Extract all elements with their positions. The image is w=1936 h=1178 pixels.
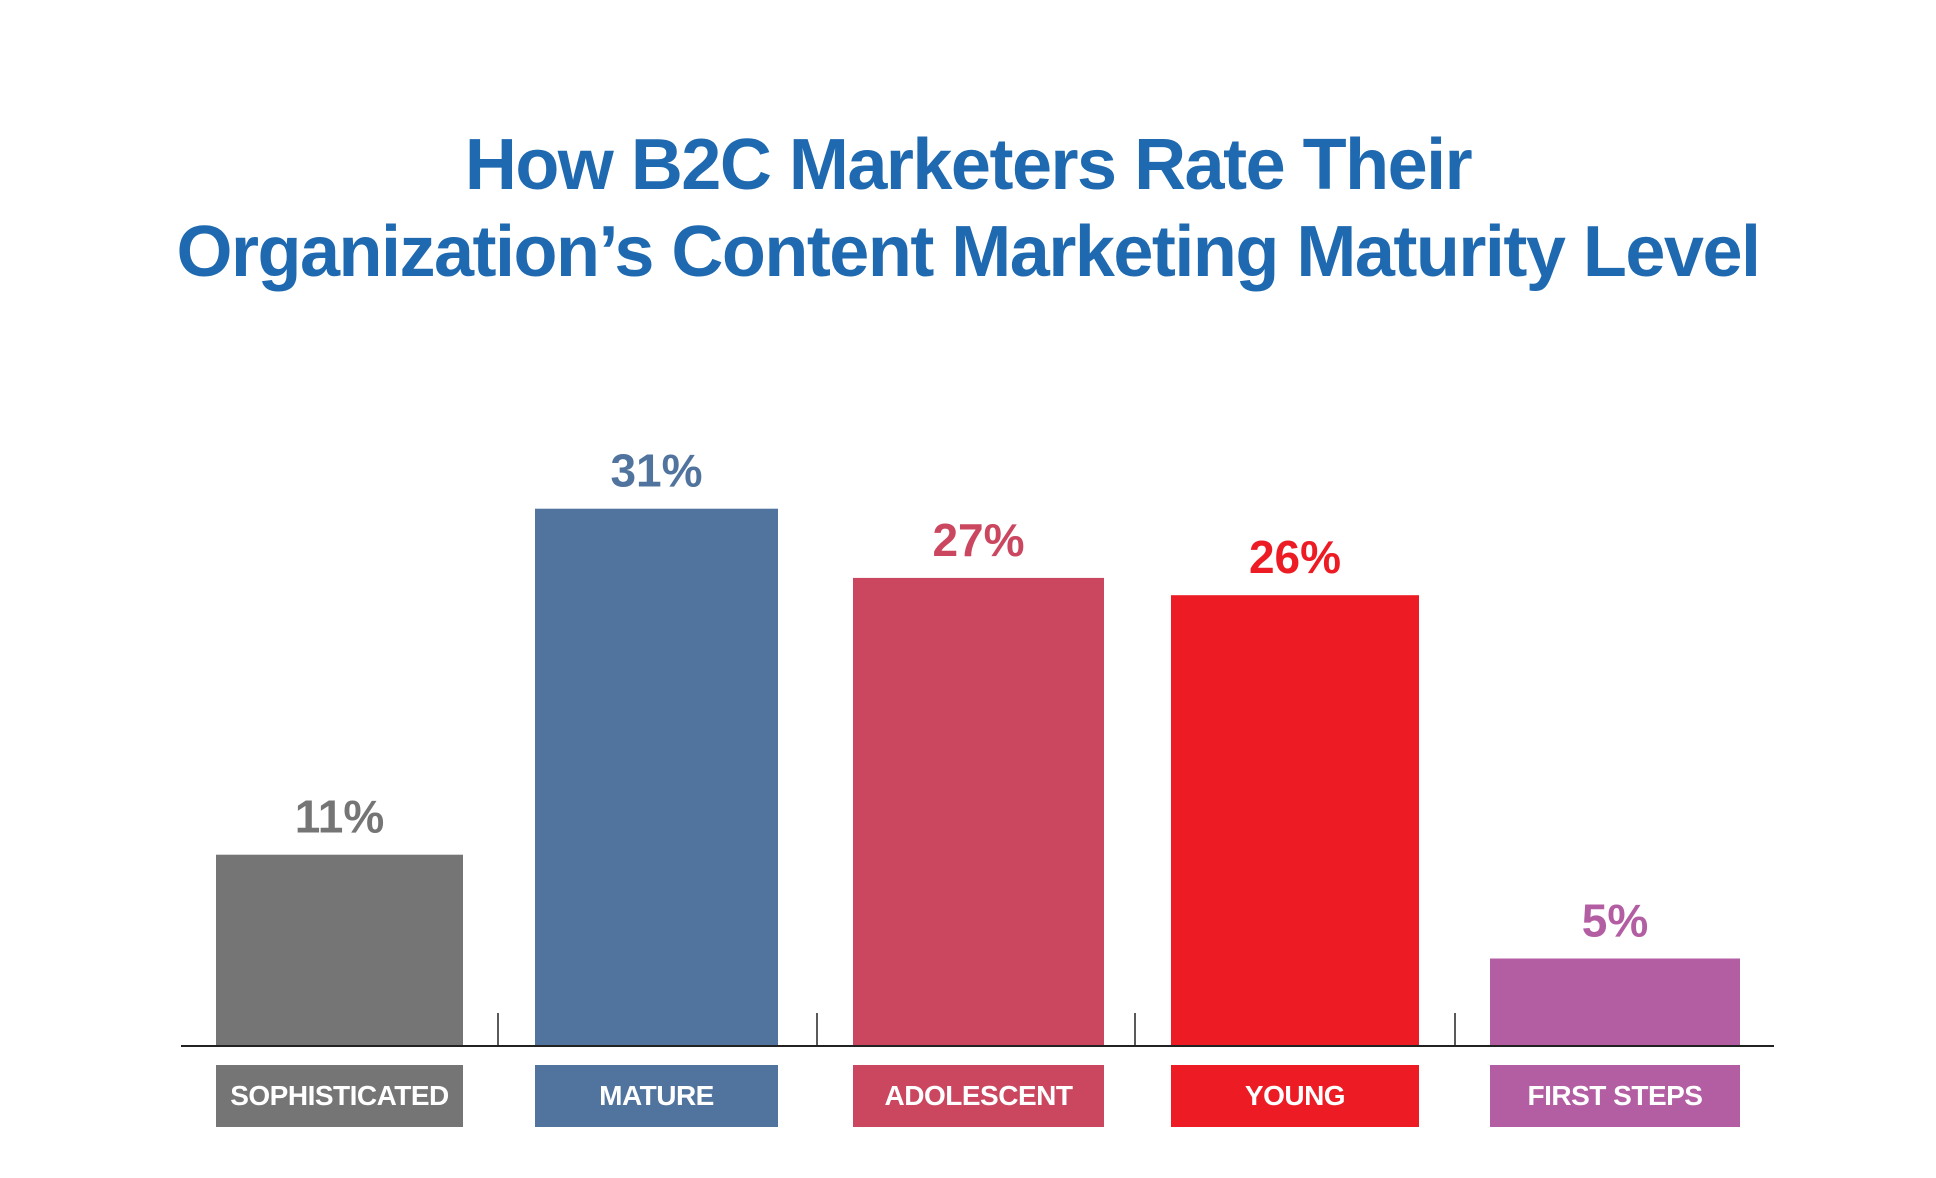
bar-sophisticated bbox=[216, 854, 463, 1045]
bar-first-steps bbox=[1490, 958, 1740, 1045]
data-label: 11% bbox=[295, 791, 385, 843]
bar-young bbox=[1171, 595, 1419, 1045]
bar-mature bbox=[535, 508, 778, 1045]
chart-title-line-2: Organization’s Content Marketing Maturit… bbox=[176, 212, 1761, 292]
category-label: MATURE bbox=[535, 1065, 778, 1127]
category-label: FIRST STEPS bbox=[1490, 1065, 1740, 1127]
chart-title-line-1: How B2C Marketers Rate Their bbox=[464, 125, 1473, 205]
bar-adolescent bbox=[853, 577, 1104, 1045]
category-label: YOUNG bbox=[1171, 1065, 1419, 1127]
data-label: 27% bbox=[932, 514, 1024, 566]
data-label: 26% bbox=[1249, 531, 1341, 583]
data-label: 31% bbox=[610, 445, 702, 497]
category-label: SOPHISTICATED bbox=[216, 1065, 463, 1127]
category-label: ADOLESCENT bbox=[853, 1065, 1104, 1127]
data-label: 5% bbox=[1582, 895, 1648, 947]
